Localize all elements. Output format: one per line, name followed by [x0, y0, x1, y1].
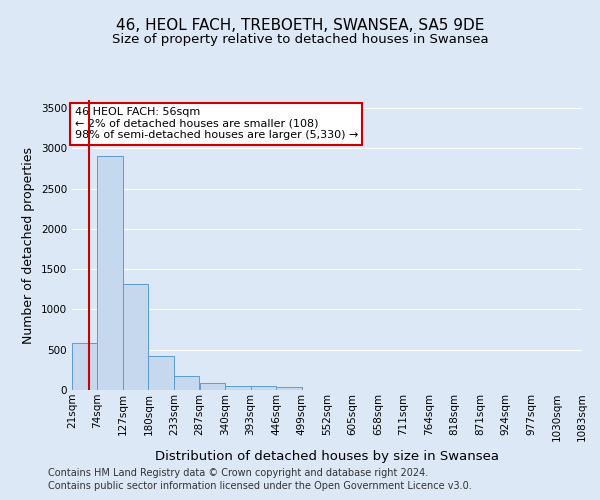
Bar [174, 376, 199, 390]
Text: Contains HM Land Registry data © Crown copyright and database right 2024.: Contains HM Land Registry data © Crown c… [48, 468, 428, 477]
Y-axis label: Number of detached properties: Number of detached properties [22, 146, 35, 344]
Bar [225, 386, 251, 390]
Text: Contains public sector information licensed under the Open Government Licence v3: Contains public sector information licen… [48, 481, 472, 491]
Bar [200, 383, 225, 390]
Text: Size of property relative to detached houses in Swansea: Size of property relative to detached ho… [112, 32, 488, 46]
Bar [148, 356, 174, 390]
Bar [276, 387, 302, 390]
Bar [97, 156, 123, 390]
X-axis label: Distribution of detached houses by size in Swansea: Distribution of detached houses by size … [155, 450, 499, 462]
Text: 46, HEOL FACH, TREBOETH, SWANSEA, SA5 9DE: 46, HEOL FACH, TREBOETH, SWANSEA, SA5 9D… [116, 18, 484, 32]
Bar [72, 344, 97, 390]
Text: 46 HEOL FACH: 56sqm
← 2% of detached houses are smaller (108)
98% of semi-detach: 46 HEOL FACH: 56sqm ← 2% of detached hou… [74, 108, 358, 140]
Bar [123, 284, 148, 390]
Bar [251, 386, 276, 390]
